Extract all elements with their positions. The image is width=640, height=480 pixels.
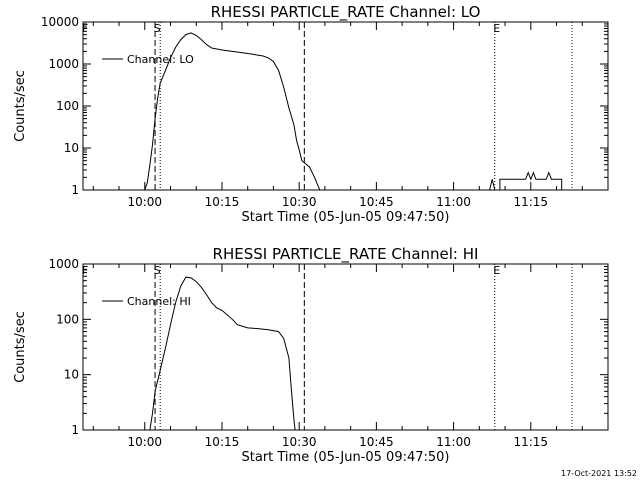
y-tick-label: 10	[64, 368, 79, 382]
plot-frame	[82, 21, 609, 191]
x-tick-label: 10:00	[127, 195, 162, 209]
x-tick-label: 11:00	[436, 195, 471, 209]
x-tick-label: 10:45	[359, 195, 394, 209]
y-tick-label: 10000	[41, 15, 79, 29]
x-tick-label: 10:30	[282, 195, 317, 209]
y-tick-label: 1000	[48, 257, 79, 271]
y-tick-label: 10	[64, 141, 79, 155]
event-marker-label: S	[154, 22, 161, 35]
event-marker-label: F	[82, 22, 88, 35]
x-tick-label: 10:15	[205, 435, 240, 449]
chart-title: RHESSI PARTICLE_RATE Channel: HI	[213, 245, 479, 264]
event-marker-label: E	[493, 264, 500, 277]
chart-title: RHESSI PARTICLE_RATE Channel: LO	[211, 3, 481, 22]
x-tick-label: 10:15	[205, 195, 240, 209]
panel-hi: RHESSI PARTICLE_RATE Channel: HI Counts/s…	[13, 245, 609, 465]
x-tick-label: 10:00	[127, 435, 162, 449]
y-tick-label: 100	[56, 99, 79, 113]
x-tick-label: 11:00	[436, 435, 471, 449]
series-line	[149, 276, 296, 431]
x-tick-label: 11:15	[513, 435, 548, 449]
x-axis-label: Start Time (05-Jun-05 09:47:50)	[242, 450, 450, 465]
event-marker-label: F	[82, 264, 88, 277]
x-tick-label: 10:30	[282, 435, 317, 449]
timestamp: 17-Oct-2021 13:52	[561, 469, 637, 478]
event-marker-label: S	[154, 264, 161, 277]
event-marker-label: E	[493, 22, 500, 35]
series-line	[489, 179, 496, 191]
series-line	[144, 32, 321, 191]
y-tick-label: 1	[71, 183, 79, 197]
legend-label: Channel: LO	[127, 53, 194, 66]
x-tick-label: 10:45	[359, 435, 394, 449]
plot-frame	[82, 263, 609, 431]
y-axis-label: Counts/sec	[13, 70, 28, 142]
x-axis-label: Start Time (05-Jun-05 09:47:50)	[242, 210, 450, 225]
legend-label: Channel: HI	[127, 295, 191, 308]
y-tick-label: 1000	[48, 57, 79, 71]
panel-lo: RHESSI PARTICLE_RATE Channel: LO Counts/s…	[13, 3, 609, 225]
y-tick-label: 1	[71, 423, 79, 437]
y-axis-label: Counts/sec	[13, 311, 28, 383]
x-tick-label: 11:15	[513, 195, 548, 209]
y-tick-label: 100	[56, 312, 79, 326]
series-line	[499, 171, 563, 190]
